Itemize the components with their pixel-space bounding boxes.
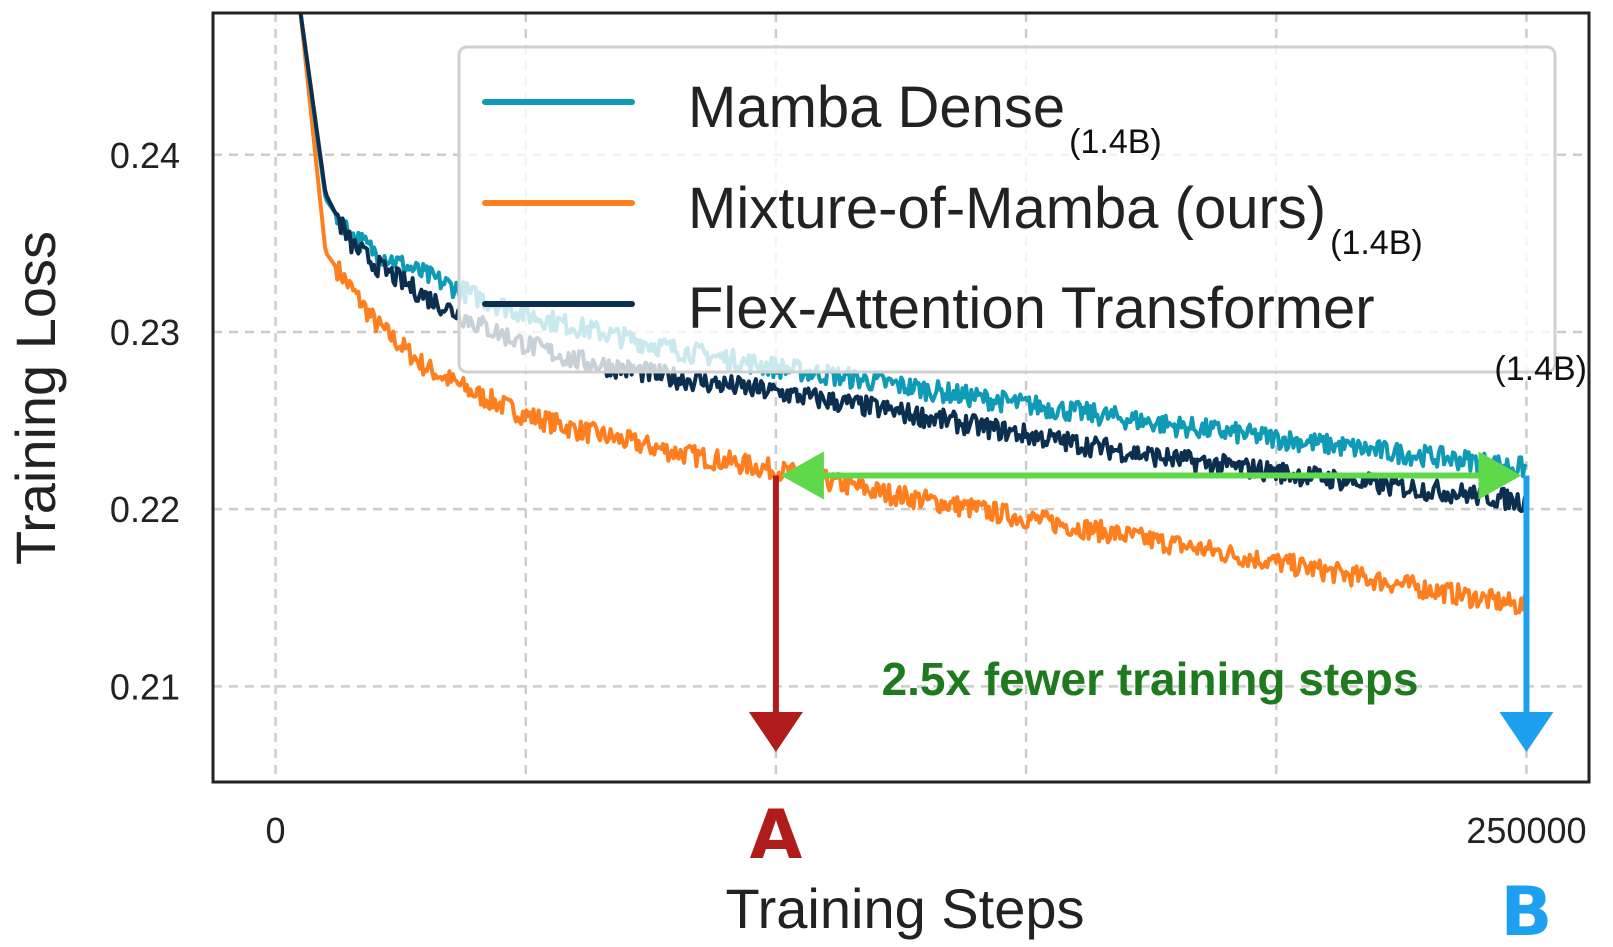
x-tick-labels: 0 250000 xyxy=(266,810,1587,851)
y-axis-label: Training Loss xyxy=(4,231,67,565)
legend-label-mamba-dense: Mamba Dense xyxy=(688,75,1065,140)
y-tick-label-1: 0.22 xyxy=(110,489,180,530)
legend: Mamba Dense(1.4B) Mixture-of-Mamba (ours… xyxy=(457,45,1587,388)
annotation-text: 2.5x fewer training steps xyxy=(882,653,1419,705)
y-tick-label-2: 0.23 xyxy=(110,312,180,353)
range-arrow-head-right xyxy=(1478,451,1522,500)
range-arrow-head-left xyxy=(780,451,824,500)
marker-b-arrow-head xyxy=(1499,712,1554,752)
legend-sub-mamba-dense: (1.4B) xyxy=(1069,123,1162,161)
legend-label-flex-attention: Flex-Attention Transformer xyxy=(688,276,1375,341)
plot-frame xyxy=(211,11,1591,784)
series-line-1 xyxy=(298,13,1529,616)
marker-a-arrow-head xyxy=(748,712,803,752)
x-tick-label-0: 0 xyxy=(266,810,286,851)
y-tick-label-3: 0.24 xyxy=(110,135,180,176)
legend-sub-flex-attention: (1.4B) xyxy=(1494,350,1587,388)
svg-text:Mixture-of-Mamba (ours)(1.4B): Mixture-of-Mamba (ours)(1.4B) xyxy=(688,176,1423,262)
x-tick-label-1: 250000 xyxy=(1466,810,1586,851)
legend-box xyxy=(457,45,1557,374)
y-tick-label-0: 0.21 xyxy=(110,666,180,707)
marker-b-label: B xyxy=(1501,873,1553,947)
x-axis-label: Training Steps xyxy=(726,877,1085,940)
y-tick-labels: 0.21 0.22 0.23 0.24 xyxy=(110,135,180,708)
annotations: 2.5x fewer training steps A B xyxy=(748,451,1554,947)
legend-sub-mixture-of-mamba: (1.4B) xyxy=(1330,224,1423,262)
marker-a-label: A xyxy=(750,796,803,875)
svg-text:Mamba Dense(1.4B): Mamba Dense(1.4B) xyxy=(688,75,1162,161)
legend-label-mixture-of-mamba: Mixture-of-Mamba (ours) xyxy=(688,176,1326,241)
